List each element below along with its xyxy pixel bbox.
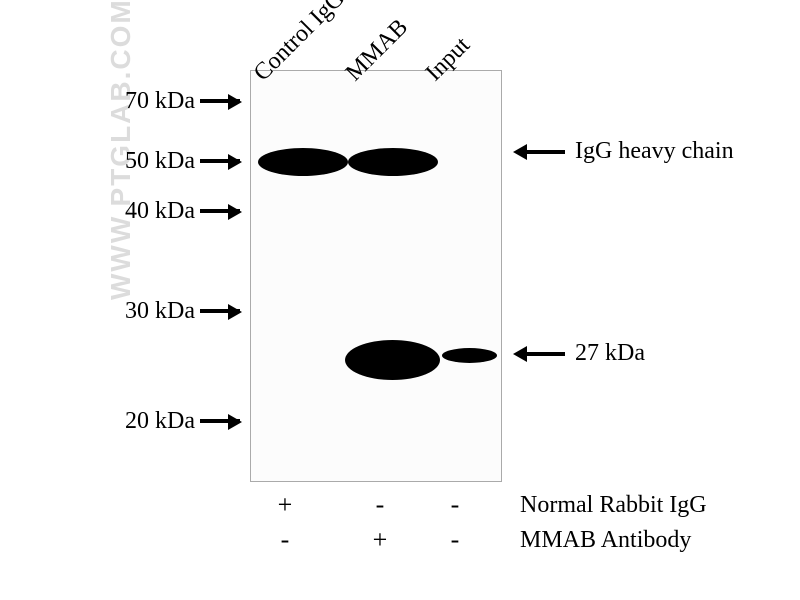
band-mmab-27kda	[345, 340, 440, 380]
mw-arrow-40	[200, 210, 240, 212]
mw-label-50: 50 kDa	[85, 148, 195, 175]
figure-root: WWW.PTGLAB.COM Control IgG MMAB Input 70…	[0, 0, 800, 600]
annotation-arrow-27kda	[525, 352, 565, 356]
blot-membrane	[250, 70, 502, 482]
matrix-label-normal-rabbit-igg: Normal Rabbit IgG	[520, 492, 707, 519]
band-control-igg-heavy	[258, 148, 348, 176]
mw-arrow-70	[200, 100, 240, 102]
matrix-r1-c0: -	[260, 525, 310, 555]
annotation-label-27kda: 27 kDa	[575, 340, 645, 367]
mw-arrow-50	[200, 160, 240, 162]
mw-label-30: 30 kDa	[85, 298, 195, 325]
band-mmab-igg-heavy	[348, 148, 438, 176]
mw-arrow-20	[200, 420, 240, 422]
matrix-r1-c1: +	[355, 525, 405, 555]
mw-label-40: 40 kDa	[85, 198, 195, 225]
annotation-label-igg-heavy: IgG heavy chain	[575, 138, 734, 165]
matrix-label-mmab-antibody: MMAB Antibody	[520, 527, 691, 554]
mw-label-20: 20 kDa	[85, 408, 195, 435]
matrix-r0-c1: -	[355, 490, 405, 520]
mw-arrow-30	[200, 310, 240, 312]
annotation-arrow-igg-heavy	[525, 150, 565, 154]
matrix-r1-c2: -	[430, 525, 480, 555]
matrix-r0-c2: -	[430, 490, 480, 520]
mw-label-70: 70 kDa	[85, 88, 195, 115]
matrix-r0-c0: +	[260, 490, 310, 520]
band-input-27kda	[442, 348, 497, 363]
